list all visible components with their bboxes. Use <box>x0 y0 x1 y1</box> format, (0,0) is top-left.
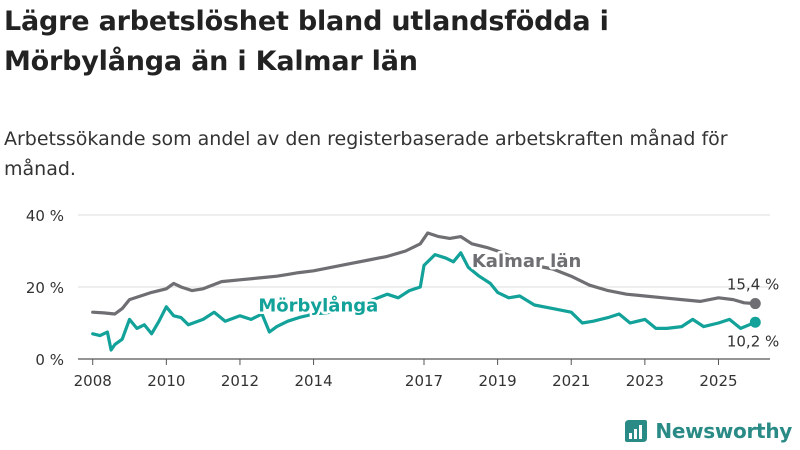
y-axis: 0 % 20 % 40 % <box>26 207 64 369</box>
brand-name: Newsworthy <box>655 419 792 443</box>
x-tick-label: 2025 <box>699 372 737 390</box>
series-line <box>91 251 757 352</box>
x-axis: 2008 2010 2012 2014 2017 2019 2021 2023 2025 <box>74 359 738 390</box>
series-end-point <box>749 316 761 328</box>
series-label-morbylanga: Mörbylånga <box>258 294 378 316</box>
series-label-kalmar: Kalmar län <box>472 251 581 272</box>
series-end-point <box>749 298 761 310</box>
x-tick-label: 2014 <box>294 372 332 390</box>
y-tick-label: 0 % <box>35 351 64 369</box>
x-tick-label: 2019 <box>479 372 517 390</box>
x-tick-label: 2017 <box>405 372 443 390</box>
chart-subtitle: Arbetssökande som andel av den registerb… <box>4 128 728 180</box>
end-value-label: 15,4 % <box>727 276 779 294</box>
series-group <box>91 231 761 352</box>
x-tick-label: 2010 <box>147 372 185 390</box>
series-line <box>91 231 757 316</box>
gridlines <box>78 214 770 288</box>
chart-title: Lägre arbetslöshet bland utlandsfödda i … <box>4 6 609 77</box>
x-tick-label: 2008 <box>74 372 112 390</box>
brand-logo: Newsworthy <box>623 418 792 444</box>
newsworthy-icon <box>625 420 648 442</box>
x-tick-label: 2012 <box>221 372 259 390</box>
x-tick-label: 2023 <box>626 372 664 390</box>
y-tick-label: 20 % <box>26 279 64 297</box>
end-value-label: 10,2 % <box>727 332 779 350</box>
x-tick-label: 2021 <box>552 372 590 390</box>
y-tick-label: 40 % <box>26 207 64 225</box>
labels-group: 15,4 % 10,2 % Kalmar län Mörbylånga <box>256 249 779 351</box>
